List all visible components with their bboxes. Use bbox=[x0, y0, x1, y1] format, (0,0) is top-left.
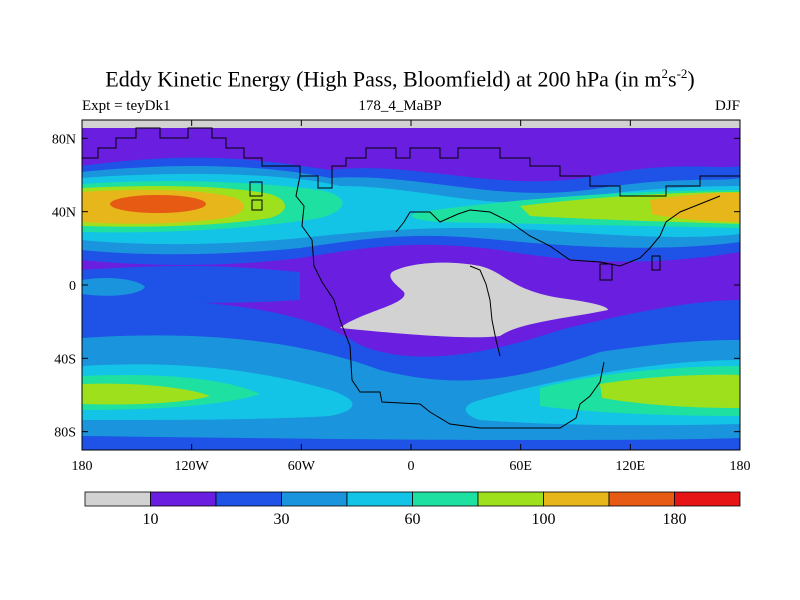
eke-field bbox=[82, 120, 740, 450]
northern-coastline bbox=[82, 127, 740, 197]
x-tick-label: 120W bbox=[175, 459, 210, 474]
y-tick-label: 40N bbox=[52, 206, 76, 221]
eq-level-2 bbox=[82, 266, 300, 303]
colorbar: 10 30 60 100 180 bbox=[84, 491, 741, 528]
y-tick-label: 80N bbox=[52, 132, 76, 147]
central-outline bbox=[469, 265, 501, 357]
colorbar-swatch bbox=[150, 491, 217, 507]
colorbar-label: 100 bbox=[532, 511, 556, 528]
west-continent-outline bbox=[295, 175, 605, 429]
y-tick-label: 0 bbox=[69, 279, 76, 294]
x-tick-label: 0 bbox=[408, 459, 415, 474]
y-tick-label: 40S bbox=[54, 352, 76, 367]
run-id-label: 178_4_MaBP bbox=[358, 98, 442, 114]
colorbar-label: 30 bbox=[274, 511, 290, 528]
eq-level-3 bbox=[82, 277, 145, 296]
colorbar-swatch bbox=[674, 491, 741, 507]
sh-band-level-6 bbox=[82, 383, 210, 405]
coastlines bbox=[82, 127, 740, 429]
y-axis: 80N 40N 0 40S 80S bbox=[52, 132, 740, 441]
x-tick-label: 60E bbox=[509, 459, 532, 474]
east-continent-outline bbox=[395, 195, 721, 267]
colorbar-swatch bbox=[84, 491, 151, 507]
colorbar-label: 10 bbox=[143, 511, 159, 528]
x-tick-label: 180 bbox=[72, 459, 93, 474]
y-tick-label: 80S bbox=[54, 426, 76, 441]
colorbar-swatch bbox=[281, 491, 348, 507]
nh-storm-track-max bbox=[110, 195, 206, 213]
missing-data-region bbox=[340, 262, 608, 338]
x-tick-label: 180 bbox=[730, 459, 751, 474]
colorbar-swatch bbox=[412, 491, 479, 507]
x-tick-label: 120E bbox=[616, 459, 646, 474]
nh-band-level-7b bbox=[650, 192, 740, 222]
islands-outline bbox=[599, 255, 661, 281]
colorbar-swatch bbox=[215, 491, 282, 507]
sh-band-level-6b bbox=[600, 374, 740, 408]
experiment-label: Expt = teyDk1 bbox=[82, 98, 171, 114]
colorbar-label: 60 bbox=[405, 511, 421, 528]
x-tick-label: 60W bbox=[288, 459, 316, 474]
colorbar-swatch bbox=[543, 491, 610, 507]
map-title: Eddy Kinetic Energy (High Pass, Bloomfie… bbox=[105, 66, 695, 92]
colorbar-swatch bbox=[346, 491, 413, 507]
x-axis: 180 120W 60W 0 60E 120E 180 bbox=[72, 120, 751, 474]
season-label: DJF bbox=[714, 98, 740, 114]
colorbar-label: 180 bbox=[663, 511, 687, 528]
colorbar-swatch bbox=[608, 491, 675, 507]
small-island-outline bbox=[249, 181, 263, 211]
colorbar-swatch bbox=[477, 491, 544, 507]
